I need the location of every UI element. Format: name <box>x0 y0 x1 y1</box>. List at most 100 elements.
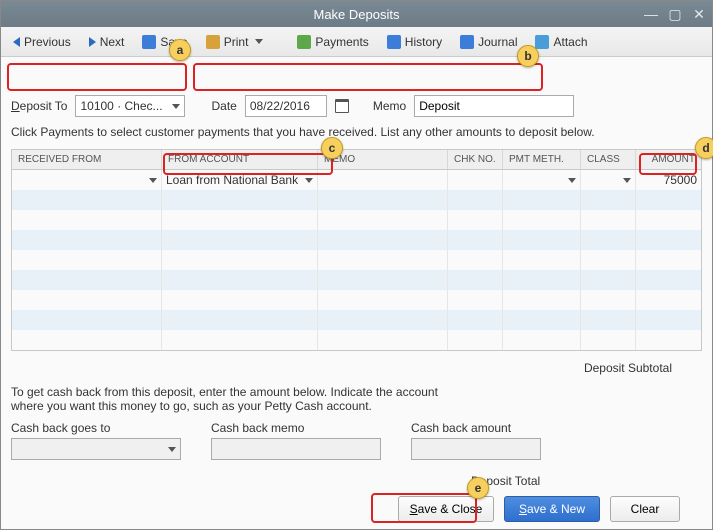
table-cell[interactable] <box>581 170 636 190</box>
table-cell[interactable] <box>162 290 318 310</box>
table-cell[interactable] <box>581 210 636 230</box>
table-cell[interactable] <box>318 250 448 270</box>
table-row[interactable] <box>12 270 701 290</box>
table-cell[interactable] <box>162 270 318 290</box>
table-cell[interactable] <box>162 210 318 230</box>
table-cell[interactable] <box>448 250 503 270</box>
table-cell[interactable] <box>318 270 448 290</box>
table-cell[interactable] <box>162 230 318 250</box>
save-new-button[interactable]: Save & New <box>504 496 600 522</box>
minimize-icon[interactable]: — <box>642 6 660 22</box>
table-cell[interactable] <box>12 270 162 290</box>
table-cell[interactable] <box>162 250 318 270</box>
printer-icon <box>206 35 220 49</box>
table-cell[interactable] <box>636 190 701 210</box>
table-cell[interactable] <box>581 190 636 210</box>
table-cell[interactable] <box>12 170 162 190</box>
previous-button[interactable]: Previous <box>7 33 77 51</box>
table-cell[interactable] <box>12 230 162 250</box>
table-cell[interactable] <box>318 210 448 230</box>
table-cell[interactable] <box>503 290 581 310</box>
table-cell[interactable] <box>581 290 636 310</box>
table-row[interactable] <box>12 190 701 210</box>
table-cell[interactable] <box>448 290 503 310</box>
table-cell[interactable] <box>581 270 636 290</box>
table-cell[interactable] <box>503 190 581 210</box>
table-cell[interactable] <box>162 310 318 330</box>
table-cell[interactable] <box>581 310 636 330</box>
table-cell[interactable] <box>12 190 162 210</box>
next-button[interactable]: Next <box>83 33 131 51</box>
journal-button[interactable]: Journal <box>454 33 523 51</box>
table-cell[interactable] <box>162 330 318 350</box>
table-cell[interactable] <box>448 170 503 190</box>
table-cell[interactable] <box>448 210 503 230</box>
titlebar: Make Deposits — ▢ ✕ <box>1 1 712 27</box>
table-cell[interactable] <box>503 310 581 330</box>
cashback-amount-label: Cash back amount <box>411 421 541 435</box>
table-cell[interactable] <box>636 230 701 250</box>
memo-input[interactable] <box>414 95 574 117</box>
grid-rows: Loan from National Bank 75000 <box>12 170 701 350</box>
table-row[interactable]: Loan from National Bank 75000 <box>12 170 701 190</box>
table-cell[interactable] <box>503 330 581 350</box>
table-row[interactable] <box>12 290 701 310</box>
date-field[interactable]: 08/22/2016 <box>245 95 327 117</box>
table-cell[interactable] <box>503 230 581 250</box>
table-cell[interactable] <box>581 250 636 270</box>
table-cell[interactable] <box>318 170 448 190</box>
table-cell[interactable] <box>636 250 701 270</box>
table-row[interactable] <box>12 210 701 230</box>
table-row[interactable] <box>12 250 701 270</box>
print-button[interactable]: Print <box>200 33 270 51</box>
table-cell[interactable] <box>318 230 448 250</box>
payments-button[interactable]: Payments <box>291 33 374 51</box>
save-close-button[interactable]: Save & Close <box>398 496 494 522</box>
table-cell[interactable] <box>448 230 503 250</box>
table-cell[interactable]: 75000 <box>636 170 701 190</box>
attach-button[interactable]: Attach <box>529 33 593 51</box>
table-cell[interactable] <box>12 310 162 330</box>
table-cell[interactable] <box>448 330 503 350</box>
table-cell[interactable] <box>448 310 503 330</box>
table-cell[interactable] <box>162 190 318 210</box>
table-cell[interactable] <box>636 330 701 350</box>
table-row[interactable] <box>12 230 701 250</box>
cashback-row: Cash back goes to Cash back memo Cash ba… <box>11 421 702 460</box>
table-cell[interactable] <box>636 290 701 310</box>
table-cell[interactable] <box>503 210 581 230</box>
table-cell[interactable]: Loan from National Bank <box>162 170 318 190</box>
table-cell[interactable] <box>503 270 581 290</box>
clear-button[interactable]: Clear <box>610 496 680 522</box>
table-cell[interactable] <box>503 250 581 270</box>
cashback-memo-input[interactable] <box>211 438 381 460</box>
print-label: Print <box>224 35 249 49</box>
table-cell[interactable] <box>503 170 581 190</box>
table-cell[interactable] <box>636 310 701 330</box>
date-label: Date <box>211 99 236 113</box>
table-row[interactable] <box>12 310 701 330</box>
calendar-icon[interactable] <box>335 99 349 113</box>
table-cell[interactable] <box>318 330 448 350</box>
close-icon[interactable]: ✕ <box>690 6 708 23</box>
table-cell[interactable] <box>448 190 503 210</box>
deposit-to-select[interactable]: 10100 · Chec... <box>75 95 185 117</box>
cashback-goes-to-label: Cash back goes to <box>11 421 181 435</box>
maximize-icon[interactable]: ▢ <box>666 6 684 23</box>
table-cell[interactable] <box>12 250 162 270</box>
table-cell[interactable] <box>448 270 503 290</box>
table-cell[interactable] <box>12 290 162 310</box>
history-button[interactable]: History <box>381 33 448 51</box>
cashback-amount-input[interactable] <box>411 438 541 460</box>
table-row[interactable] <box>12 330 701 350</box>
table-cell[interactable] <box>318 310 448 330</box>
table-cell[interactable] <box>636 210 701 230</box>
table-cell[interactable] <box>581 330 636 350</box>
table-cell[interactable] <box>581 230 636 250</box>
table-cell[interactable] <box>12 330 162 350</box>
table-cell[interactable] <box>318 190 448 210</box>
table-cell[interactable] <box>318 290 448 310</box>
cashback-goes-to-select[interactable] <box>11 438 181 460</box>
table-cell[interactable] <box>636 270 701 290</box>
table-cell[interactable] <box>12 210 162 230</box>
